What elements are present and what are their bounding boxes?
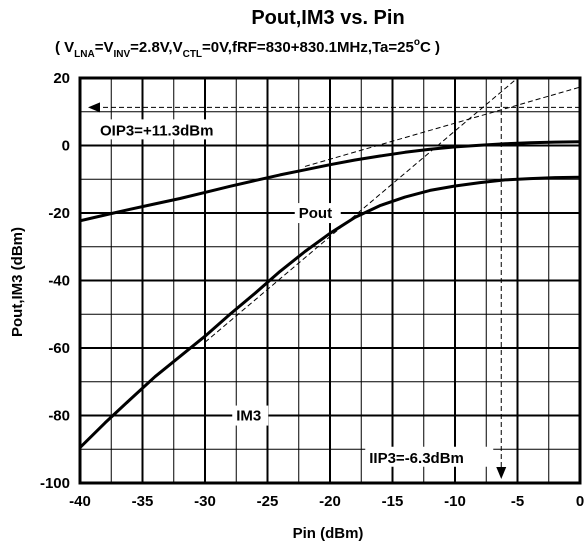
iip3-label: IIP3=-6.3dBm (369, 450, 464, 467)
y-tick-label: -80 (48, 408, 70, 425)
chart-subtitle: ( VLNA=VINV=2.8V,VCTL=0V,fRF=830+830.1MH… (55, 37, 440, 60)
series-line-pout (80, 140, 580, 223)
chart-title: Pout,IM3 vs. Pin (251, 7, 404, 29)
series-label-pout: Pout (299, 205, 332, 222)
subtitle-eq3: =0V,fRF=830+830.1MHz,Ta=25 (202, 39, 414, 56)
subtitle-degree: o (414, 37, 420, 48)
subtitle-sub-ctl: CTL (183, 49, 202, 60)
series-label-im3: IM3 (236, 408, 261, 425)
x-tick-label: -30 (194, 493, 216, 510)
iip3-label-bg (365, 446, 494, 467)
annotations: OIP3=+11.3dBm IIP3=-6.3dBm Pout IM3 (88, 78, 580, 479)
subtitle-open: ( V (55, 39, 74, 56)
y-tick-label: -40 (48, 273, 70, 290)
extrapolation-lines (204, 78, 580, 343)
series-line-im3 (80, 175, 580, 449)
subtitle-eq2: =2.8V,V (130, 39, 182, 56)
x-tick-label: -40 (69, 493, 91, 510)
y-axis-label: Pout,IM3 (dBm) (9, 227, 26, 337)
subtitle-sub-lna: LNA (74, 49, 95, 60)
x-tick-label: -25 (257, 493, 279, 510)
x-tick-label: 0 (576, 493, 584, 510)
series (80, 140, 580, 449)
y-tick-label: -20 (48, 205, 70, 222)
x-tick-label: -10 (444, 493, 466, 510)
x-tick-label: -20 (319, 493, 341, 510)
x-axis-label: Pin (dBm) (293, 525, 364, 542)
y-tick-label: -100 (40, 475, 70, 492)
oip3-label-bg (95, 119, 229, 140)
y-tick-label: 0 (62, 138, 70, 155)
series-label-bg (294, 203, 341, 224)
extrapolation-line (204, 78, 519, 343)
subtitle-close: C ) (420, 39, 440, 56)
x-tick-label: -5 (511, 493, 524, 510)
subtitle-sub-inv: INV (114, 49, 131, 60)
x-tick-label: -15 (382, 493, 404, 510)
extrapolation-line (304, 86, 580, 167)
y-tick-label: -60 (48, 340, 70, 357)
oip3-arrowhead-icon (88, 102, 100, 113)
iip3-arrowhead-icon (496, 467, 507, 479)
y-tick-label: 20 (53, 70, 70, 87)
plot-frame (78, 76, 582, 485)
oip3-label: OIP3=+11.3dBm (100, 122, 213, 139)
subtitle-eq1: =V (95, 39, 114, 56)
series-label-bg (232, 405, 269, 426)
x-tick-label: -35 (132, 493, 154, 510)
tick-labels: -40 -35 -30 -25 -20 -15 -10 -5 0 -100 -80 -60 -40 -20… (40, 70, 584, 510)
